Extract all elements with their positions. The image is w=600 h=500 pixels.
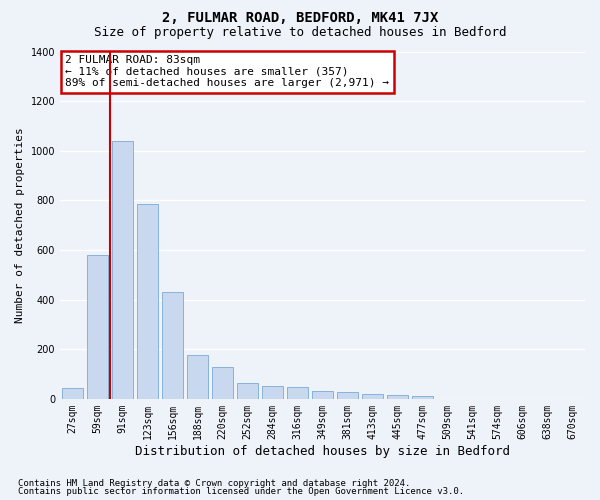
Bar (287, 387, 308, 399)
Bar (187, 354, 208, 399)
Text: Size of property relative to detached houses in Bedford: Size of property relative to detached ho… (94, 26, 506, 39)
Text: 2, FULMAR ROAD, BEDFORD, MK41 7JX: 2, FULMAR ROAD, BEDFORD, MK41 7JX (162, 11, 438, 25)
Bar (62, 388, 83, 399)
Text: Contains public sector information licensed under the Open Government Licence v3: Contains public sector information licen… (18, 487, 464, 496)
Y-axis label: Number of detached properties: Number of detached properties (15, 128, 25, 323)
Bar (212, 367, 233, 399)
X-axis label: Distribution of detached houses by size in Bedford: Distribution of detached houses by size … (135, 444, 510, 458)
Bar (337, 392, 358, 399)
Bar (162, 292, 183, 399)
Bar (362, 394, 383, 399)
Bar (137, 204, 158, 399)
Bar (237, 382, 258, 399)
Bar (387, 394, 408, 399)
Text: Contains HM Land Registry data © Crown copyright and database right 2024.: Contains HM Land Registry data © Crown c… (18, 478, 410, 488)
Bar (312, 392, 333, 399)
Bar (87, 256, 108, 399)
Text: 2 FULMAR ROAD: 83sqm
← 11% of detached houses are smaller (357)
89% of semi-deta: 2 FULMAR ROAD: 83sqm ← 11% of detached h… (65, 55, 389, 88)
Bar (262, 386, 283, 399)
Bar (412, 396, 433, 399)
Bar (112, 141, 133, 399)
